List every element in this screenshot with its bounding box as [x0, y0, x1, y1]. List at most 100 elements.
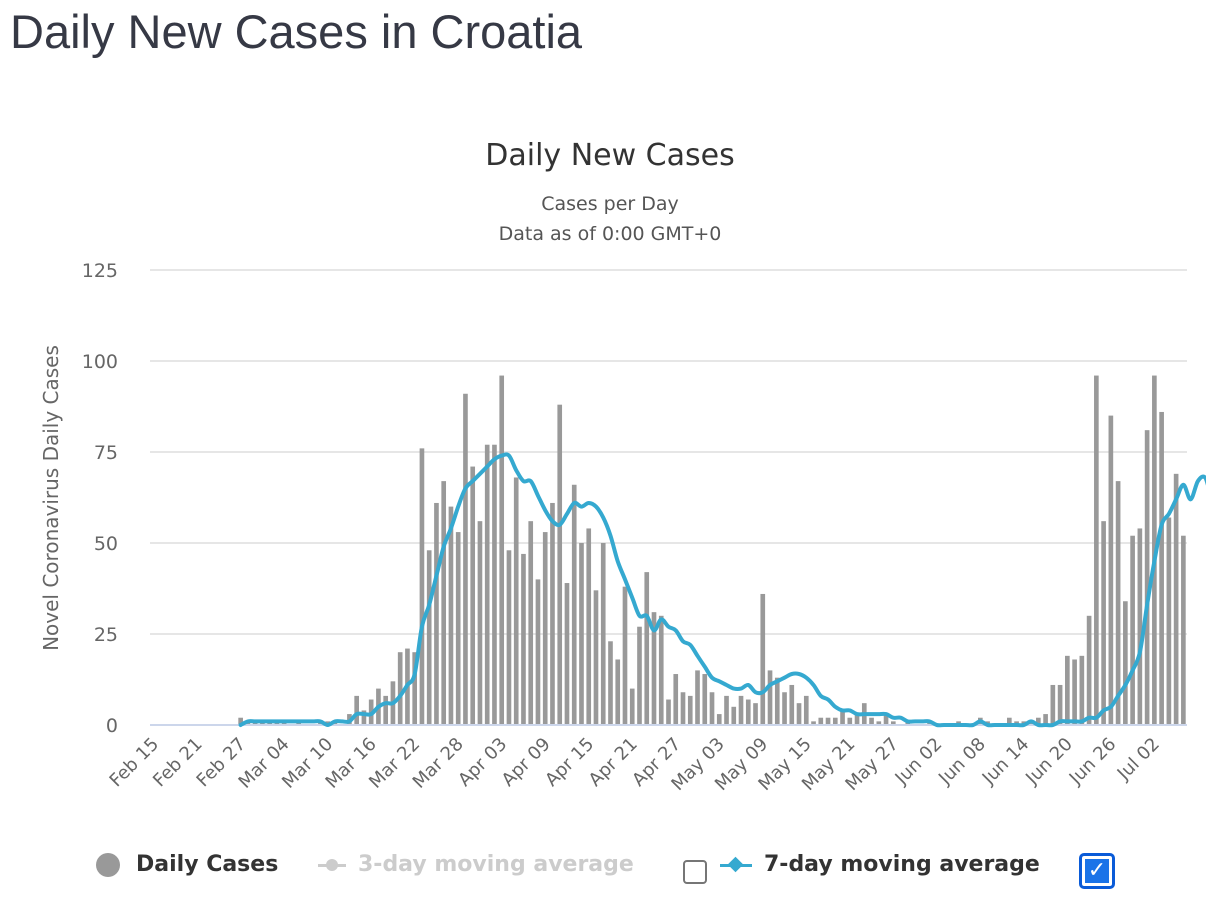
- daily-cases-bar[interactable]: [767, 670, 773, 725]
- daily-cases-bar[interactable]: [869, 717, 874, 725]
- daily-cases-bar[interactable]: [470, 466, 476, 725]
- daily-cases-bar[interactable]: [608, 641, 613, 725]
- daily-cases-bar[interactable]: [1072, 659, 1077, 725]
- daily-cases-bar[interactable]: [1101, 521, 1106, 725]
- daily-cases-bar[interactable]: [238, 717, 243, 725]
- daily-cases-bar[interactable]: [731, 706, 737, 725]
- daily-cases-bar[interactable]: [1115, 481, 1121, 725]
- daily-cases-bar[interactable]: [557, 404, 563, 725]
- daily-cases-bar[interactable]: [753, 703, 758, 725]
- daily-cases-bar[interactable]: [441, 481, 447, 725]
- daily-cases-bar[interactable]: [521, 553, 526, 725]
- daily-cases-bar[interactable]: [724, 695, 729, 725]
- legend-item-7-day-moving-average[interactable]: 7-day moving average: [720, 852, 1040, 877]
- daily-cases-bar[interactable]: [1050, 684, 1056, 725]
- daily-cases-bar[interactable]: [680, 692, 686, 725]
- daily-cases-bar[interactable]: [484, 444, 490, 725]
- daily-cases-bar[interactable]: [1130, 535, 1135, 725]
- daily-cases-bar[interactable]: [854, 714, 860, 725]
- daily-cases-bar[interactable]: [564, 583, 570, 725]
- daily-cases-bar[interactable]: [716, 714, 722, 725]
- daily-cases-bar[interactable]: [622, 586, 628, 725]
- daily-cases-bar[interactable]: [593, 590, 599, 725]
- daily-cases-bar[interactable]: [1057, 684, 1063, 725]
- daily-cases-bar[interactable]: [1108, 415, 1114, 725]
- daily-cases-bar[interactable]: [673, 674, 679, 725]
- daily-cases-bar[interactable]: [644, 572, 650, 725]
- daily-cases-bar[interactable]: [506, 550, 512, 725]
- daily-cases-bar[interactable]: [890, 721, 896, 725]
- daily-cases-bar[interactable]: [666, 699, 671, 725]
- daily-cases-bar[interactable]: [695, 670, 700, 725]
- daily-cases-bar[interactable]: [455, 532, 461, 725]
- daily-cases-bar[interactable]: [1137, 528, 1143, 725]
- three-day-average-checkbox[interactable]: [683, 860, 707, 884]
- daily-cases-bar[interactable]: [803, 695, 809, 725]
- daily-cases-bar[interactable]: [1094, 375, 1099, 725]
- daily-cases-bar[interactable]: [1159, 411, 1164, 725]
- daily-cases-bar[interactable]: [513, 477, 519, 725]
- legend-item-daily-cases[interactable]: Daily Cases: [96, 852, 278, 877]
- seven-day-average-checkbox[interactable]: ✓: [1079, 853, 1115, 889]
- daily-cases-bar[interactable]: [434, 502, 439, 725]
- daily-cases-bar[interactable]: [550, 502, 555, 725]
- daily-cases-bar[interactable]: [463, 393, 468, 725]
- daily-cases-bar[interactable]: [745, 699, 751, 725]
- daily-cases-bar[interactable]: [883, 714, 889, 725]
- y-tick-label: 100: [82, 351, 118, 373]
- daily-cases-bar[interactable]: [811, 721, 816, 725]
- daily-cases-bar[interactable]: [687, 695, 693, 725]
- daily-cases-bar[interactable]: [1043, 714, 1048, 725]
- chart-subtitle-line2: Data as of 0:00 GMT+0: [499, 223, 722, 245]
- daily-cases-bar[interactable]: [1036, 717, 1041, 725]
- daily-cases-bar[interactable]: [1079, 655, 1085, 725]
- daily-cases-bar[interactable]: [528, 521, 534, 725]
- daily-cases-bar[interactable]: [419, 448, 425, 725]
- daily-cases-bar[interactable]: [738, 695, 744, 725]
- daily-cases-bar[interactable]: [1007, 717, 1012, 725]
- daily-cases-bar[interactable]: [876, 721, 882, 725]
- daily-cases-bar[interactable]: [600, 543, 606, 725]
- legend-item-3-day-moving-average[interactable]: 3-day moving average: [318, 852, 634, 877]
- daily-cases-bar[interactable]: [361, 710, 367, 725]
- daily-cases-bar[interactable]: [535, 579, 541, 725]
- daily-cases-bar[interactable]: [1173, 473, 1179, 725]
- daily-cases-bar[interactable]: [1086, 615, 1092, 725]
- daily-cases-bar[interactable]: [571, 484, 577, 725]
- daily-cases-bar[interactable]: [354, 695, 360, 725]
- daily-cases-bar[interactable]: [825, 717, 831, 725]
- daily-cases-bar[interactable]: [847, 717, 853, 725]
- daily-cases-bar[interactable]: [796, 703, 802, 725]
- daily-cases-bar[interactable]: [542, 532, 548, 725]
- daily-cases-bar[interactable]: [1166, 517, 1172, 725]
- daily-cases-bar[interactable]: [586, 528, 592, 725]
- daily-cases-bar[interactable]: [637, 626, 642, 725]
- daily-cases-bar[interactable]: [818, 717, 824, 725]
- daily-cases-bar[interactable]: [1181, 535, 1186, 725]
- daily-cases-bar[interactable]: [579, 543, 584, 725]
- daily-cases-bar[interactable]: [448, 506, 454, 725]
- daily-cases-bar[interactable]: [1123, 601, 1128, 725]
- daily-cases-bar[interactable]: [412, 652, 418, 725]
- daily-cases-bar[interactable]: [782, 692, 787, 725]
- daily-cases-bar[interactable]: [499, 375, 505, 725]
- daily-cases-bar[interactable]: [658, 615, 664, 725]
- daily-cases-bar[interactable]: [760, 593, 766, 725]
- daily-cases-bar[interactable]: [426, 550, 432, 725]
- daily-cases-bar[interactable]: [774, 677, 780, 725]
- daily-cases-bar[interactable]: [789, 684, 795, 725]
- daily-cases-bar[interactable]: [629, 688, 635, 725]
- daily-cases-bar[interactable]: [615, 659, 621, 725]
- daily-cases-bar[interactable]: [702, 674, 708, 725]
- daily-cases-bar[interactable]: [1065, 655, 1070, 725]
- daily-cases-bar[interactable]: [709, 692, 715, 725]
- daily-cases-bar[interactable]: [397, 652, 403, 725]
- daily-cases-bar[interactable]: [840, 710, 845, 725]
- daily-cases-bar[interactable]: [832, 717, 838, 725]
- daily-cases-bar[interactable]: [651, 612, 657, 725]
- daily-cases-bar[interactable]: [1144, 430, 1150, 725]
- daily-cases-bar[interactable]: [383, 695, 389, 725]
- daily-cases-bar[interactable]: [492, 444, 497, 725]
- daily-cases-bar[interactable]: [477, 521, 483, 725]
- chart-subtitle-line1: Cases per Day: [541, 193, 679, 215]
